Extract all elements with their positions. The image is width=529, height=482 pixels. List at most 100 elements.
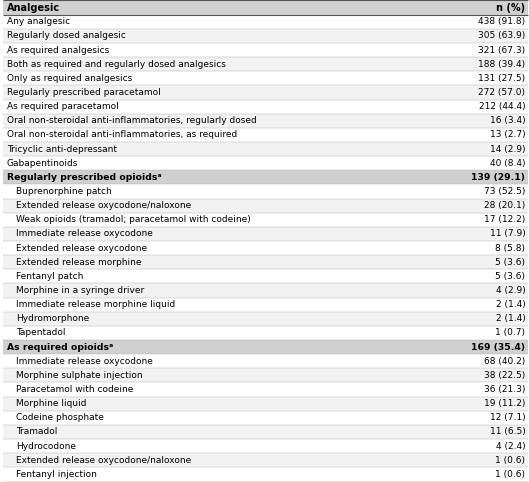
Bar: [3, 340, 528, 354]
Bar: [3, 43, 528, 57]
Text: Both as required and regularly dosed analgesics: Both as required and regularly dosed ana…: [7, 60, 226, 68]
Text: Analgesic: Analgesic: [7, 2, 60, 13]
Text: Immediate release morphine liquid: Immediate release morphine liquid: [16, 300, 176, 309]
Text: Paracetamol with codeine: Paracetamol with codeine: [16, 385, 134, 394]
Bar: [3, 411, 528, 425]
Text: 169 (35.4): 169 (35.4): [471, 343, 525, 351]
Text: Any analgesic: Any analgesic: [7, 17, 70, 26]
Bar: [3, 99, 528, 114]
Bar: [3, 368, 528, 383]
Text: Regularly dosed analgesic: Regularly dosed analgesic: [7, 31, 126, 40]
Bar: [3, 227, 528, 241]
Text: 11 (7.9): 11 (7.9): [489, 229, 525, 239]
Bar: [3, 114, 528, 128]
Text: 139 (29.1): 139 (29.1): [471, 173, 525, 182]
Bar: [3, 269, 528, 283]
Text: Immediate release oxycodone: Immediate release oxycodone: [16, 357, 153, 366]
Text: Hydromorphone: Hydromorphone: [16, 314, 89, 323]
Text: As required analgesics: As required analgesics: [7, 45, 109, 54]
Text: Extended release oxycodone/naloxone: Extended release oxycodone/naloxone: [16, 201, 191, 210]
Text: Weak opioids (tramadol; paracetamol with codeine): Weak opioids (tramadol; paracetamol with…: [16, 215, 251, 224]
Text: Fentanyl injection: Fentanyl injection: [16, 470, 97, 479]
Text: 40 (8.4): 40 (8.4): [490, 159, 525, 168]
Text: Buprenorphine patch: Buprenorphine patch: [16, 187, 112, 196]
Text: Extended release oxycodone: Extended release oxycodone: [16, 243, 148, 253]
Bar: [3, 255, 528, 269]
Bar: [3, 0, 528, 14]
Text: Codeine phosphate: Codeine phosphate: [16, 414, 104, 422]
Text: 5 (3.6): 5 (3.6): [495, 258, 525, 267]
Text: Only as required analgesics: Only as required analgesics: [7, 74, 132, 83]
Text: Tricyclic anti-depressant: Tricyclic anti-depressant: [7, 145, 117, 154]
Bar: [3, 57, 528, 71]
Text: 4 (2.9): 4 (2.9): [496, 286, 525, 295]
Bar: [3, 354, 528, 368]
Bar: [3, 453, 528, 468]
Bar: [3, 397, 528, 411]
Text: Tapentadol: Tapentadol: [16, 328, 66, 337]
Bar: [3, 439, 528, 453]
Text: 5 (3.6): 5 (3.6): [495, 272, 525, 281]
Text: Tramadol: Tramadol: [16, 428, 58, 437]
Text: As required paracetamol: As required paracetamol: [7, 102, 118, 111]
Bar: [3, 425, 528, 439]
Text: 14 (2.9): 14 (2.9): [490, 145, 525, 154]
Text: 36 (21.3): 36 (21.3): [484, 385, 525, 394]
Text: Regularly prescribed opioidsᵃ: Regularly prescribed opioidsᵃ: [7, 173, 161, 182]
Text: 438 (91.8): 438 (91.8): [478, 17, 525, 26]
Text: 212 (44.4): 212 (44.4): [479, 102, 525, 111]
Text: 4 (2.4): 4 (2.4): [496, 442, 525, 451]
Text: Immediate release oxycodone: Immediate release oxycodone: [16, 229, 153, 239]
Text: Regularly prescribed paracetamol: Regularly prescribed paracetamol: [7, 88, 161, 97]
Text: 12 (7.1): 12 (7.1): [490, 414, 525, 422]
Bar: [3, 283, 528, 297]
Text: 2 (1.4): 2 (1.4): [496, 300, 525, 309]
Text: Hydrocodone: Hydrocodone: [16, 442, 76, 451]
Text: 16 (3.4): 16 (3.4): [490, 116, 525, 125]
Text: 272 (57.0): 272 (57.0): [478, 88, 525, 97]
Text: 73 (52.5): 73 (52.5): [484, 187, 525, 196]
Text: 305 (63.9): 305 (63.9): [478, 31, 525, 40]
Text: 1 (0.6): 1 (0.6): [495, 456, 525, 465]
Text: Fentanyl patch: Fentanyl patch: [16, 272, 84, 281]
Bar: [3, 468, 528, 482]
Text: 17 (12.2): 17 (12.2): [484, 215, 525, 224]
Bar: [3, 142, 528, 156]
Text: Extended release morphine: Extended release morphine: [16, 258, 142, 267]
Text: Extended release oxycodone/naloxone: Extended release oxycodone/naloxone: [16, 456, 191, 465]
Text: 131 (27.5): 131 (27.5): [478, 74, 525, 83]
Text: 2 (1.4): 2 (1.4): [496, 314, 525, 323]
Bar: [3, 199, 528, 213]
Text: 38 (22.5): 38 (22.5): [484, 371, 525, 380]
Text: 28 (20.1): 28 (20.1): [484, 201, 525, 210]
Text: Morphine sulphate injection: Morphine sulphate injection: [16, 371, 143, 380]
Text: Morphine in a syringe driver: Morphine in a syringe driver: [16, 286, 144, 295]
Text: 1 (0.7): 1 (0.7): [495, 328, 525, 337]
Bar: [3, 297, 528, 312]
Bar: [3, 14, 528, 29]
Bar: [3, 85, 528, 99]
Bar: [3, 326, 528, 340]
Text: As required opioidsᵃ: As required opioidsᵃ: [7, 343, 113, 351]
Text: 13 (2.7): 13 (2.7): [490, 131, 525, 139]
Text: 188 (39.4): 188 (39.4): [478, 60, 525, 68]
Bar: [3, 312, 528, 326]
Bar: [3, 185, 528, 199]
Bar: [3, 156, 528, 170]
Text: Morphine liquid: Morphine liquid: [16, 399, 87, 408]
Text: Oral non-steroidal anti-inflammatories, regularly dosed: Oral non-steroidal anti-inflammatories, …: [7, 116, 257, 125]
Bar: [3, 29, 528, 43]
Text: Oral non-steroidal anti-inflammatories, as required: Oral non-steroidal anti-inflammatories, …: [7, 131, 237, 139]
Text: 19 (11.2): 19 (11.2): [484, 399, 525, 408]
Bar: [3, 170, 528, 185]
Bar: [3, 241, 528, 255]
Text: Gabapentinoids: Gabapentinoids: [7, 159, 78, 168]
Bar: [3, 213, 528, 227]
Text: n (%): n (%): [496, 2, 525, 13]
Text: 68 (40.2): 68 (40.2): [484, 357, 525, 366]
Bar: [3, 383, 528, 397]
Bar: [3, 71, 528, 85]
Text: 11 (6.5): 11 (6.5): [489, 428, 525, 437]
Text: 8 (5.8): 8 (5.8): [495, 243, 525, 253]
Text: 321 (67.3): 321 (67.3): [478, 45, 525, 54]
